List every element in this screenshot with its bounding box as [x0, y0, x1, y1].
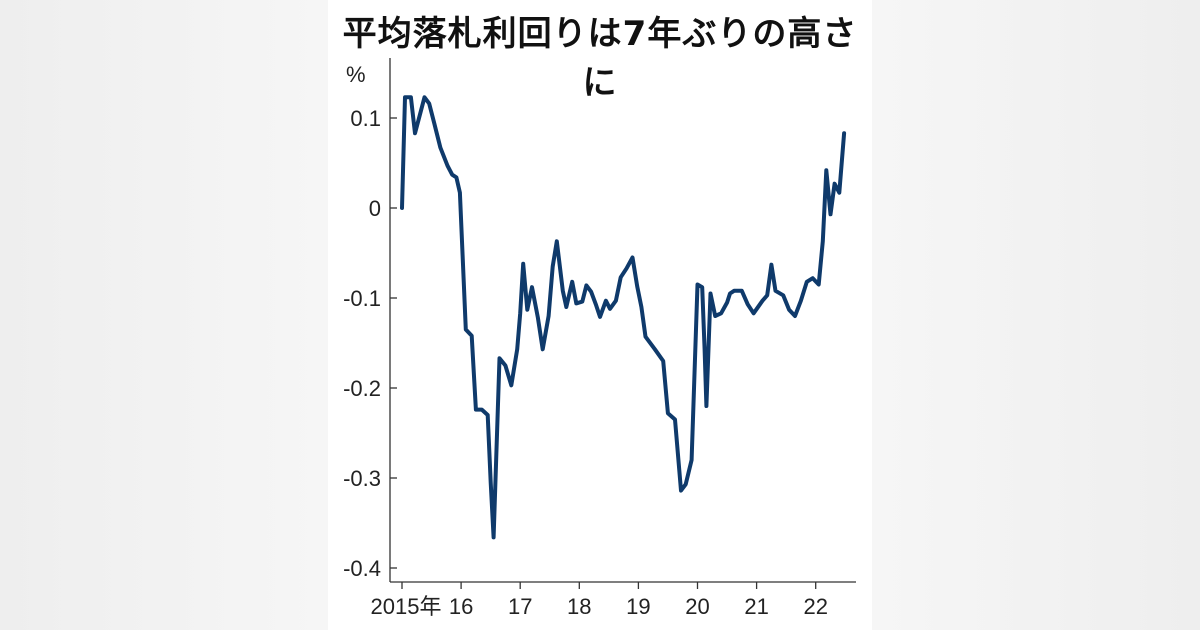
chart-panel: 平均落札利回りは7年ぶりの高さに % 0.1 0 -0.1 -0.2 -0.3 -0.4 … [328, 0, 872, 630]
line-chart: % 0.1 0 -0.1 -0.2 -0.3 -0.4 2015年 16 17 18 19 20 21… [343, 58, 856, 619]
x-tick-label: 20 [685, 594, 709, 619]
y-axis-ticks: 0.1 0 -0.1 -0.2 -0.3 -0.4 [343, 106, 397, 581]
x-tick-label: 17 [508, 594, 532, 619]
axes [389, 58, 856, 583]
chart-title: 平均落札利回りは7年ぶりの高さに [342, 14, 858, 103]
x-tick-label: 2015年 [371, 594, 442, 619]
y-tick-label: 0.1 [350, 106, 381, 131]
y-tick-label: 0 [369, 196, 381, 221]
y-tick-label: -0.3 [343, 466, 381, 491]
x-tick-label: 18 [567, 594, 591, 619]
background-right [872, 0, 1200, 630]
x-tick-label: 16 [449, 594, 473, 619]
y-tick-label: -0.4 [343, 556, 381, 581]
x-tick-label: 21 [744, 594, 768, 619]
x-tick-label: 22 [803, 594, 827, 619]
background-left [0, 0, 328, 630]
y-tick-label: -0.2 [343, 376, 381, 401]
x-axis-ticks: 2015年 16 17 18 19 20 21 22 [371, 582, 828, 619]
yield-line [400, 95, 847, 540]
y-tick-label: -0.1 [343, 286, 381, 311]
x-tick-label: 19 [626, 594, 650, 619]
y-axis-unit-label: % [346, 62, 366, 87]
